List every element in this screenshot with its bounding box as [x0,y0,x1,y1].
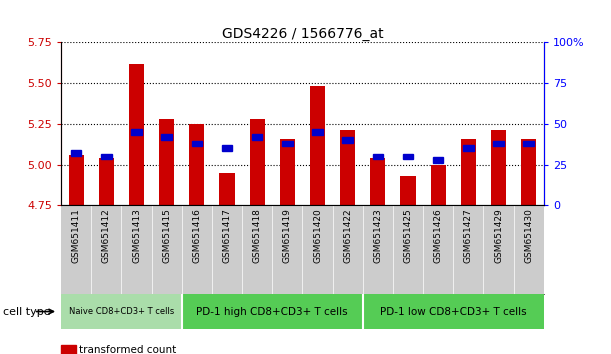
Bar [68,155,84,205]
Bar [340,130,355,205]
Bar [373,154,383,159]
Text: GSM651422: GSM651422 [343,208,352,263]
Bar [524,141,534,146]
Text: GSM651427: GSM651427 [464,208,473,263]
Bar [363,294,544,329]
Text: GSM651420: GSM651420 [313,208,322,263]
Text: GSM651419: GSM651419 [283,208,292,263]
Text: GSM651425: GSM651425 [403,208,412,263]
Bar [252,134,263,140]
Text: GSM651426: GSM651426 [434,208,443,263]
Bar [61,294,182,329]
Bar [403,154,413,159]
Bar [250,119,265,205]
Text: Naive CD8+CD3+ T cells: Naive CD8+CD3+ T cells [69,307,174,316]
Bar [491,130,506,205]
Bar [370,158,386,205]
Bar [159,119,174,205]
Bar [310,86,325,205]
Bar [433,157,444,162]
Bar [99,158,114,205]
Bar [282,141,293,146]
Bar [131,129,142,135]
Bar [521,138,536,205]
Text: GSM651415: GSM651415 [162,208,171,263]
Bar [400,176,415,205]
Text: GSM651418: GSM651418 [253,208,262,263]
Bar [222,145,232,151]
Text: GSM651417: GSM651417 [222,208,232,263]
Bar [312,129,323,135]
Text: GSM651423: GSM651423 [373,208,382,263]
Bar [71,150,81,156]
Bar [189,124,205,205]
Bar [101,154,112,159]
Bar [219,173,235,205]
Bar [342,137,353,143]
Bar [493,141,504,146]
Bar [280,138,295,205]
Text: GSM651429: GSM651429 [494,208,503,263]
Bar [182,294,363,329]
Bar [431,165,446,205]
Text: GSM651412: GSM651412 [102,208,111,263]
Text: GSM651416: GSM651416 [192,208,202,263]
Text: transformed count: transformed count [79,346,177,354]
Text: GSM651430: GSM651430 [524,208,533,263]
Title: GDS4226 / 1566776_at: GDS4226 / 1566776_at [222,28,383,41]
Bar [129,64,144,205]
Bar [161,134,172,140]
Text: PD-1 low CD8+CD3+ T cells: PD-1 low CD8+CD3+ T cells [380,307,527,316]
Text: PD-1 high CD8+CD3+ T cells: PD-1 high CD8+CD3+ T cells [197,307,348,316]
Bar [192,141,202,146]
Text: GSM651411: GSM651411 [71,208,81,263]
Text: cell type: cell type [3,307,51,316]
Bar [461,138,476,205]
Bar [463,145,474,151]
Text: GSM651413: GSM651413 [132,208,141,263]
